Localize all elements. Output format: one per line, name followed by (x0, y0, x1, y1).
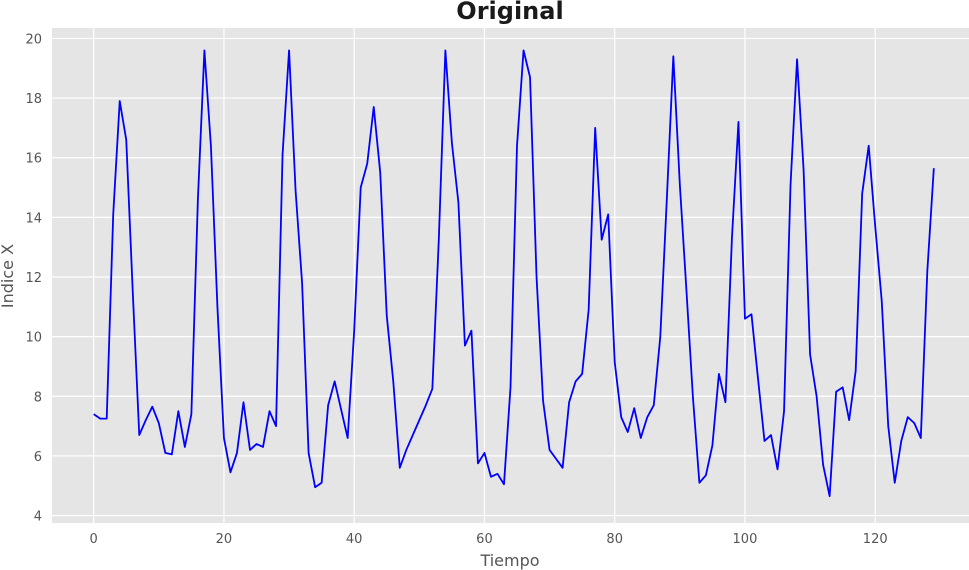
chart-title: Original (456, 0, 563, 25)
x-tick-label: 40 (346, 532, 363, 547)
y-axis-title: Indice X (0, 244, 17, 308)
y-tick-label: 14 (25, 211, 42, 226)
x-tick-label: 80 (606, 532, 623, 547)
y-tick-label: 16 (25, 152, 42, 167)
x-tick-label: 100 (733, 532, 758, 547)
series-layer (93, 49, 935, 498)
y-tick-label: 18 (25, 92, 42, 107)
y-tick-label: 4 (34, 510, 42, 525)
y-tick-label: 6 (34, 450, 42, 465)
x-axis-title: Tiempo (479, 551, 539, 570)
tick-labels: 0 20 40 60 80 100 120 4 6 8 10 12 14 16 18 20 (25, 32, 887, 547)
plot-background (52, 28, 969, 523)
x-tick-label: 120 (863, 532, 888, 547)
y-tick-label: 10 (25, 331, 42, 346)
y-tick-label: 12 (25, 271, 42, 286)
y-tick-label: 8 (34, 390, 42, 405)
x-tick-label: 0 (90, 532, 98, 547)
x-tick-label: 20 (216, 532, 233, 547)
y-tick-label: 20 (25, 32, 42, 47)
x-tick-label: 60 (476, 532, 493, 547)
series-line-0 (93, 49, 935, 498)
